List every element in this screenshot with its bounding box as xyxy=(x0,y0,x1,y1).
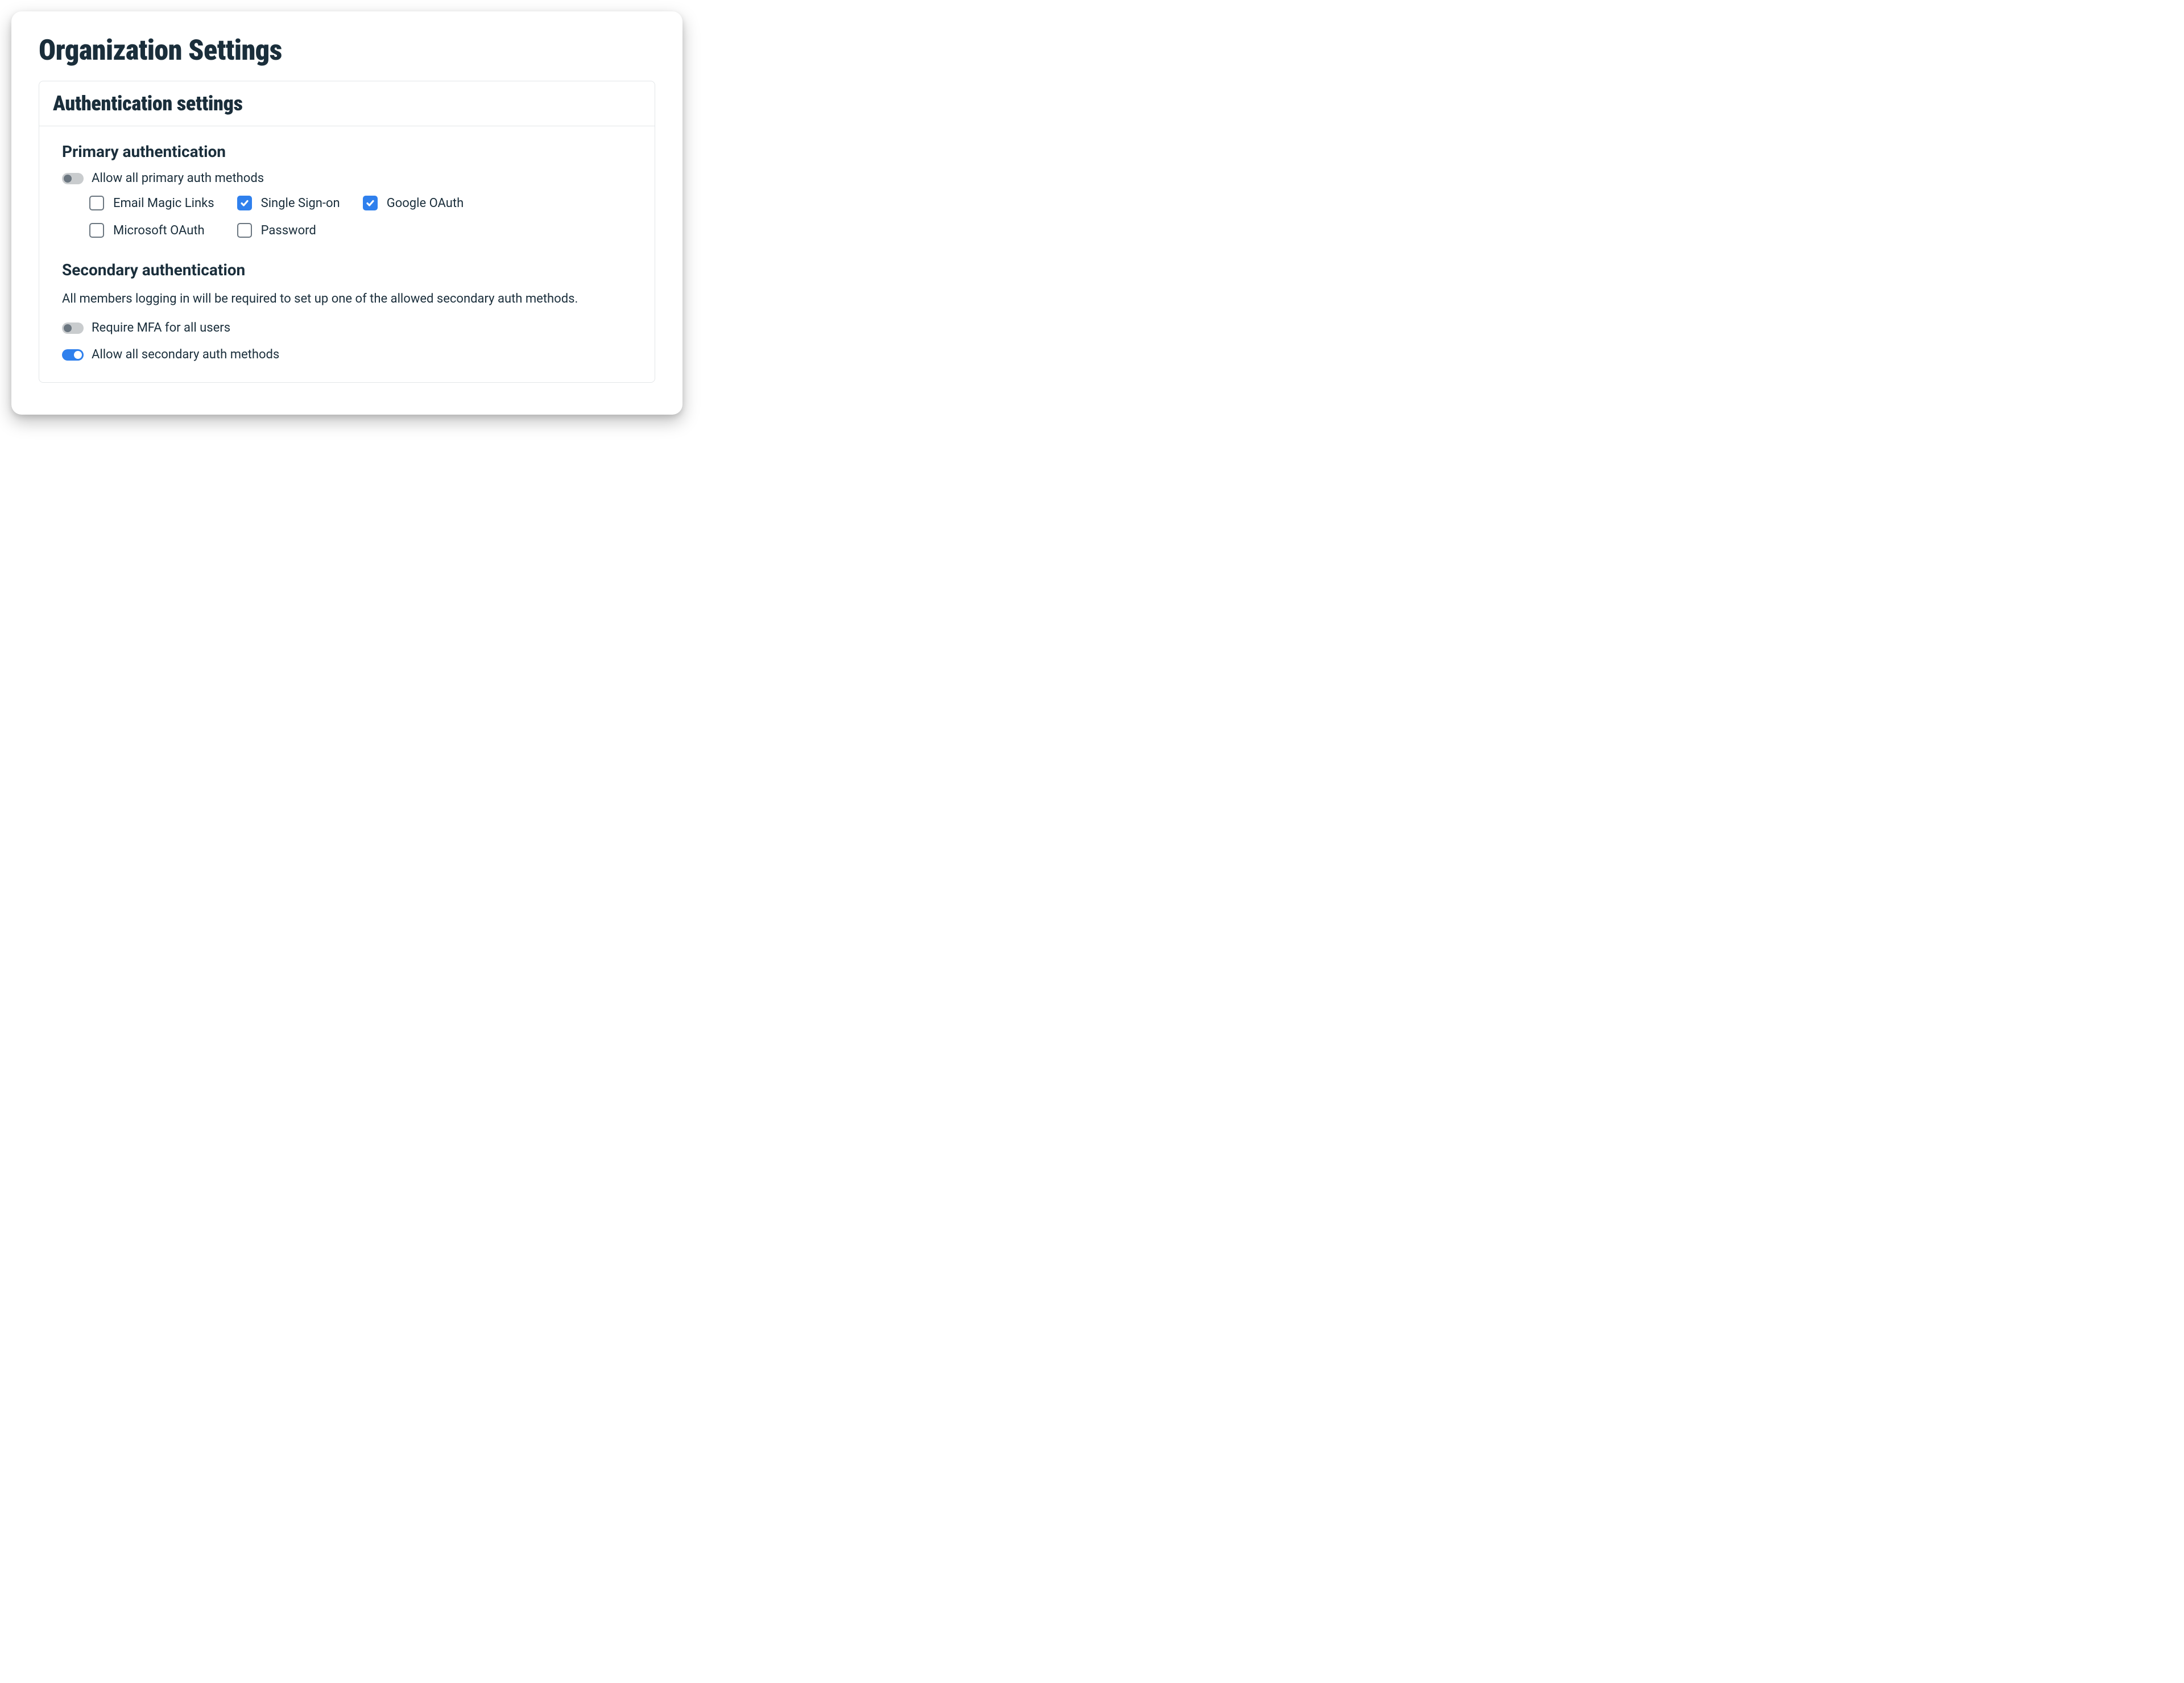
method-label: Password xyxy=(261,224,316,238)
method-label: Email Magic Links xyxy=(113,196,214,210)
require-mfa-label: Require MFA for all users xyxy=(92,321,230,335)
primary-auth-title: Primary authentication xyxy=(62,142,632,161)
allow-all-primary-toggle[interactable] xyxy=(62,173,84,184)
method-label: Single Sign-on xyxy=(261,196,340,210)
checkbox-email-magic-links[interactable] xyxy=(89,196,104,210)
allow-all-primary-row: Allow all primary auth methods xyxy=(62,171,632,185)
checkbox-google-oauth[interactable] xyxy=(363,196,378,210)
check-icon xyxy=(366,199,375,208)
checkbox-password[interactable] xyxy=(237,223,252,238)
method-microsoft-oauth: Microsoft OAuth xyxy=(89,223,214,238)
allow-all-secondary-toggle[interactable] xyxy=(62,349,84,361)
secondary-auth-title: Secondary authentication xyxy=(62,260,632,279)
allow-all-secondary-label: Allow all secondary auth methods xyxy=(92,348,279,362)
secondary-auth-section: Secondary authentication All members log… xyxy=(62,260,632,362)
check-icon xyxy=(240,199,249,208)
method-email-magic-links: Email Magic Links xyxy=(89,196,214,210)
auth-settings-panel: Authentication settings Primary authenti… xyxy=(39,81,655,383)
panel-header: Authentication settings xyxy=(39,81,655,126)
checkbox-microsoft-oauth[interactable] xyxy=(89,223,104,238)
method-single-sign-on: Single Sign-on xyxy=(237,196,340,210)
panel-body: Primary authentication Allow all primary… xyxy=(39,126,655,382)
panel-title: Authentication settings xyxy=(53,92,641,115)
primary-methods-grid: Email Magic Links Single Sign-on Google … xyxy=(89,196,632,238)
method-label: Google OAuth xyxy=(387,196,464,210)
method-password: Password xyxy=(237,223,340,238)
allow-all-secondary-row: Allow all secondary auth methods xyxy=(62,348,632,362)
secondary-auth-description: All members logging in will be required … xyxy=(62,290,608,308)
primary-auth-section: Primary authentication Allow all primary… xyxy=(62,142,632,238)
require-mfa-row: Require MFA for all users xyxy=(62,321,632,335)
page-title: Organization Settings xyxy=(39,34,655,67)
settings-card: Organization Settings Authentication set… xyxy=(11,11,682,415)
method-google-oauth: Google OAuth xyxy=(363,196,464,210)
checkbox-single-sign-on[interactable] xyxy=(237,196,252,210)
allow-all-primary-label: Allow all primary auth methods xyxy=(92,171,264,185)
require-mfa-toggle[interactable] xyxy=(62,322,84,334)
method-label: Microsoft OAuth xyxy=(113,224,205,238)
